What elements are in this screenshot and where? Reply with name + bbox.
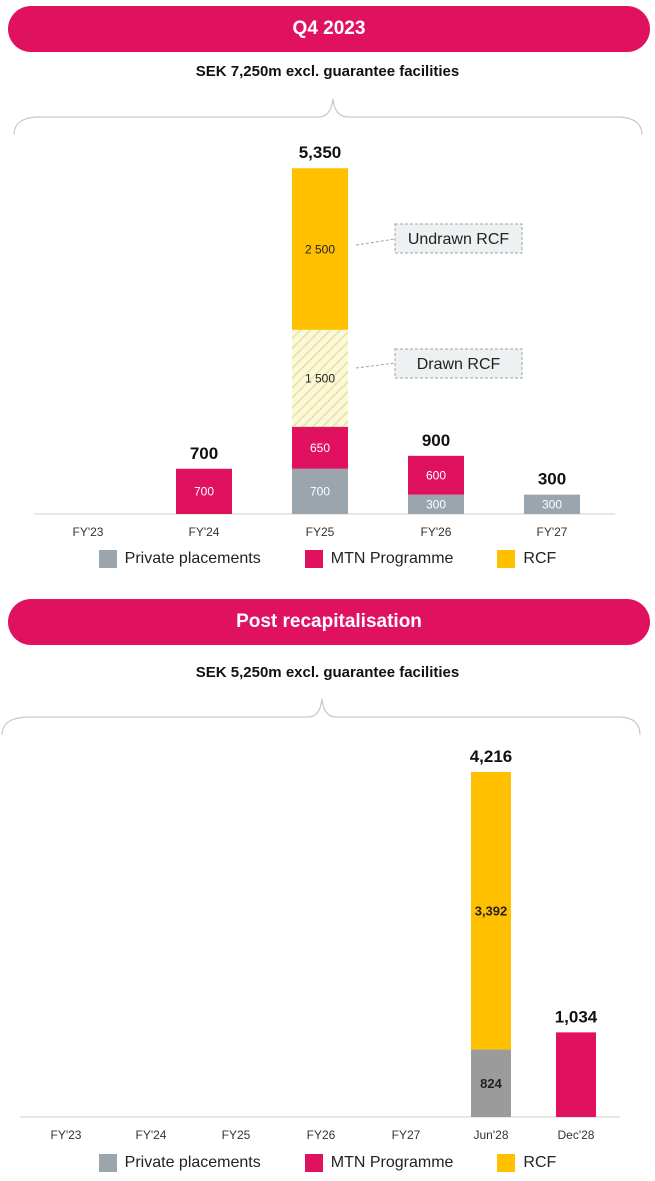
legend-label: RCF xyxy=(523,550,557,567)
undrawn-rcf-callout: Undrawn RCF xyxy=(408,231,510,248)
bar-mtn-programme-fy-24 xyxy=(176,468,232,514)
rcf-swatch xyxy=(497,1154,516,1172)
data-label: 300 xyxy=(542,498,562,512)
private-placements-swatch xyxy=(98,1154,117,1172)
data-label: 3,392 xyxy=(475,903,508,918)
undrawn-rcf-leader xyxy=(355,238,396,246)
legend-label: MTN Programme xyxy=(330,1154,454,1171)
private-placements-swatch xyxy=(98,550,117,568)
q4-2023-subtitle: SEK 7,250m excl. guarantee facilities xyxy=(195,63,460,80)
legend-item-rcf: RCF xyxy=(497,550,556,568)
legend-item-rcf: RCF xyxy=(497,1154,556,1172)
x-tick-label: FY'23 xyxy=(73,525,104,539)
data-label: 650 xyxy=(310,441,330,455)
bar-mtn-programme-fy25 xyxy=(292,426,348,469)
total-label: 1,034 xyxy=(555,1007,598,1026)
mtn-programme-swatch xyxy=(304,1154,323,1172)
data-label: 2 500 xyxy=(305,242,335,256)
bar-undrawn-rcf-fy25 xyxy=(292,168,348,330)
post-recap-subtitle: SEK 5,250m excl. guarantee facilities xyxy=(195,664,460,681)
bar-rcf-jun-28 xyxy=(471,772,511,1050)
data-label: 1 500 xyxy=(305,372,335,386)
data-label: 824 xyxy=(480,1076,502,1091)
x-tick-label: FY25 xyxy=(306,525,335,539)
legend-label: RCF xyxy=(523,1154,557,1171)
undrawn-rcf-callout-box xyxy=(394,223,523,254)
legend-item-private-placements: Private placements xyxy=(98,1154,261,1172)
x-tick-label: FY27 xyxy=(392,1128,421,1142)
legend-item-mtn-programme: MTN Programme xyxy=(304,550,454,568)
legend-label: Private placements xyxy=(124,550,261,567)
x-tick-label: FY26 xyxy=(307,1128,336,1142)
bar-mtn-programme-fy-26 xyxy=(408,455,464,495)
q4-2023-maturity-chart: FY'23 700 700 FY'24 700 650 1 500 2 500 5,350 FY2… xyxy=(13,98,643,539)
post-recap-legend: Private placements MTN Programme RCF xyxy=(0,1154,655,1172)
legend-item-private-placements: Private placements xyxy=(98,550,261,568)
x-tick-label: Jun'28 xyxy=(474,1128,509,1142)
x-tick-label: FY25 xyxy=(222,1128,251,1142)
x-tick-label: Dec'28 xyxy=(558,1128,595,1142)
total-label: 300 xyxy=(538,470,566,489)
bar-private-placements-jun-28 xyxy=(471,1049,511,1117)
data-label: 700 xyxy=(310,485,330,499)
x-tick-label: FY'24 xyxy=(136,1128,167,1142)
bar-drawn-rcf-fy25 xyxy=(292,329,348,427)
mtn-programme-swatch xyxy=(304,550,323,568)
post-recap-banner: Post recapitalisation xyxy=(8,599,650,645)
drawn-rcf-callout: Drawn RCF xyxy=(417,356,501,373)
drawn-rcf-leader xyxy=(355,362,396,369)
legend-label: MTN Programme xyxy=(330,550,454,567)
bar-private-placements-fy25 xyxy=(292,468,348,514)
data-label: 700 xyxy=(194,485,214,499)
drawn-rcf-callout-box xyxy=(394,348,523,379)
data-label: 300 xyxy=(426,498,446,512)
x-tick-label: FY'24 xyxy=(189,525,220,539)
bar-private-placements-fy-27 xyxy=(524,494,580,514)
data-label: 600 xyxy=(426,469,446,483)
x-tick-label: FY'26 xyxy=(421,525,452,539)
post-recap-maturity-chart: FY'23 FY'24 FY25 FY26 FY27 824 3,392 4,216 Jun'2… xyxy=(1,698,641,1142)
rcf-swatch xyxy=(497,550,516,568)
brace xyxy=(13,98,643,136)
total-label: 4,216 xyxy=(470,747,513,766)
total-label: 900 xyxy=(422,431,450,450)
x-tick-label: FY'23 xyxy=(51,1128,82,1142)
legend-item-mtn-programme: MTN Programme xyxy=(304,1154,454,1172)
legend-label: Private placements xyxy=(124,1154,261,1171)
q4-2023-banner: Q4 2023 xyxy=(8,6,650,52)
bar-private-placements-fy-26 xyxy=(408,494,464,514)
q4-2023-legend: Private placements MTN Programme RCF xyxy=(0,550,655,568)
total-label: 700 xyxy=(190,444,218,463)
brace xyxy=(1,698,641,736)
x-tick-label: FY'27 xyxy=(537,525,568,539)
total-label: 5,350 xyxy=(299,143,342,162)
bar-mtn-programme-dec-28 xyxy=(556,1032,596,1117)
